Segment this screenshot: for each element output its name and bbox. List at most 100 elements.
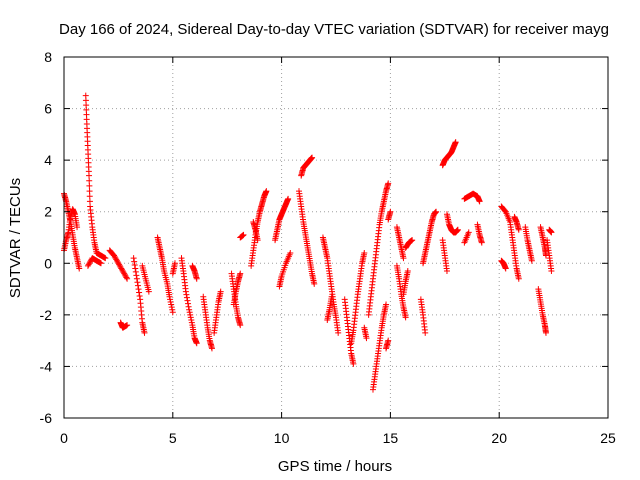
- data-point: [85, 261, 92, 268]
- y-tick-label: 6: [44, 101, 52, 117]
- data-point: [188, 317, 195, 324]
- data-point: [76, 265, 83, 272]
- data-point: [465, 229, 472, 236]
- data-point: [118, 265, 125, 272]
- data-point: [123, 274, 130, 281]
- data-point: [400, 255, 407, 262]
- data-point: [443, 268, 450, 275]
- data-point: [97, 260, 104, 267]
- data-point: [122, 273, 129, 280]
- data-point: [186, 309, 193, 316]
- data-point: [132, 265, 139, 272]
- x-tick-label: 20: [491, 430, 507, 446]
- data-point: [133, 275, 140, 282]
- data-point: [134, 282, 141, 289]
- data-point: [86, 188, 93, 195]
- data-point: [186, 306, 193, 313]
- data-point: [121, 271, 128, 278]
- data-point: [168, 301, 175, 308]
- data-point: [167, 296, 174, 303]
- data-point: [422, 329, 429, 336]
- data-marks: [61, 92, 555, 393]
- data-point: [113, 257, 120, 264]
- data-point: [136, 289, 143, 296]
- data-point: [454, 226, 461, 233]
- data-point: [86, 172, 93, 179]
- data-point: [131, 262, 138, 269]
- data-point: [502, 207, 509, 214]
- data-point: [86, 182, 93, 189]
- data-point: [502, 265, 509, 272]
- data-point: [86, 198, 93, 205]
- data-point: [287, 249, 294, 256]
- data-point: [119, 268, 126, 275]
- data-point: [385, 180, 392, 187]
- data-point: [187, 311, 194, 318]
- y-axis-label: SDTVAR / TECUs: [7, 178, 24, 298]
- data-point: [111, 253, 118, 260]
- data-point: [208, 345, 215, 352]
- data-point: [136, 292, 143, 299]
- data-point: [350, 360, 357, 367]
- data-point: [193, 340, 200, 347]
- y-tick-label: 0: [44, 255, 52, 271]
- data-point: [402, 314, 409, 321]
- plot-frame: [63, 56, 609, 419]
- data-point: [167, 298, 174, 305]
- data-point: [120, 269, 127, 276]
- data-point: [84, 262, 91, 269]
- data-point: [183, 294, 190, 301]
- data-point: [184, 297, 191, 304]
- data-point: [133, 272, 140, 279]
- data-point: [476, 198, 483, 205]
- data-point: [240, 231, 247, 238]
- data-point: [111, 252, 118, 259]
- data-point: [182, 288, 189, 295]
- data-point: [328, 293, 335, 300]
- y-tick-label: -4: [40, 358, 53, 374]
- data-point: [361, 249, 368, 256]
- data-point: [114, 258, 121, 265]
- y-tick-label: 2: [44, 204, 52, 220]
- x-tick-label: 25: [600, 430, 616, 446]
- data-point: [74, 224, 81, 231]
- data-point: [409, 237, 416, 244]
- y-tick-label: -6: [40, 410, 53, 426]
- data-point: [171, 260, 178, 267]
- chart-title: Day 166 of 2024, Sidereal Day-to-day VTE…: [59, 21, 609, 38]
- data-point: [263, 188, 270, 195]
- data-point: [131, 258, 138, 265]
- y-tick-label: 8: [44, 49, 52, 65]
- data-point: [141, 329, 148, 336]
- data-point: [309, 154, 316, 161]
- data-point: [116, 261, 123, 268]
- data-point: [124, 322, 131, 329]
- data-point: [363, 335, 370, 342]
- data-point: [187, 314, 194, 321]
- data-point: [86, 193, 93, 200]
- axis-ticks: 0 5 10 15 20 25 -6 -4 -2 0 2 4 6 8: [40, 49, 616, 446]
- y-tick-label: -2: [40, 307, 53, 323]
- data-point: [254, 237, 261, 244]
- data-point: [528, 257, 535, 264]
- data-point: [542, 329, 549, 336]
- data-point: [188, 319, 195, 326]
- data-point: [113, 256, 120, 263]
- data-point: [86, 177, 93, 184]
- data-point: [166, 293, 173, 300]
- data-point: [404, 268, 411, 275]
- data-point: [87, 258, 94, 265]
- data-point: [185, 303, 192, 310]
- data-point: [548, 229, 555, 236]
- x-tick-label: 10: [274, 430, 290, 446]
- data-point: [385, 337, 392, 344]
- data-point: [433, 208, 440, 215]
- x-tick-label: 5: [169, 430, 177, 446]
- data-point: [134, 279, 141, 286]
- y-tick-label: 4: [44, 152, 52, 168]
- data-point: [130, 255, 137, 262]
- data-point: [117, 264, 124, 271]
- data-point: [116, 262, 123, 269]
- data-point: [115, 260, 122, 267]
